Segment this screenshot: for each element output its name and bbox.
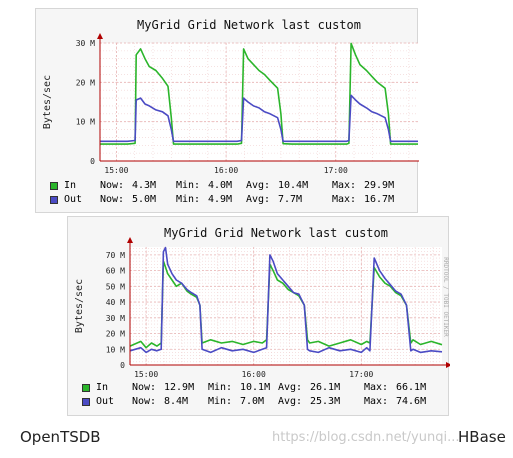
hbase-network-chart: MyGrid Grid Network last custom Bytes/sec… — [67, 216, 450, 416]
chart-title: MyGrid Grid Network last custom — [137, 18, 361, 32]
y-tick-label: 20 M — [76, 78, 95, 87]
x-tick-label: 17:00 — [324, 166, 348, 175]
legend-in-min: 10.1M — [240, 382, 271, 393]
legend-in-now: 4.3M — [132, 180, 157, 191]
legend-in-label: In — [64, 180, 77, 191]
legend-row-in: In Now: 4.3M Min: 4.0M Avg: 10.4M Max: 29.9M — [48, 179, 416, 193]
y-axis-arrow — [127, 237, 133, 243]
y-tick-label: 10 M — [76, 118, 95, 127]
legend-row-in: In Now: 12.9M Min: 10.1M Avg: 26.1M Max: 66.1M — [80, 381, 448, 395]
y-tick-label: 0 — [90, 157, 95, 166]
legend-out-min-label: Min: — [176, 194, 201, 205]
series-line-in — [100, 42, 418, 145]
y-tick-label: 0 — [120, 361, 125, 370]
x-axis-arrow — [446, 362, 450, 368]
y-tick-label: 30 M — [76, 39, 95, 48]
legend-row-out: Out Now: 5.0M Min: 4.9M Avg: 7.7M Max: 16.7M — [48, 193, 416, 207]
x-tick-label: 16:00 — [242, 370, 266, 379]
series-line-in — [129, 260, 443, 349]
legend-in-max: 29.9M — [364, 180, 395, 191]
legend-out-now: 5.0M — [132, 194, 157, 205]
hbase-caption: HBase — [458, 428, 506, 446]
legend-out-min: 4.9M — [208, 194, 233, 205]
legend-swatch-out — [50, 196, 58, 204]
legend-out-label: Out — [96, 396, 115, 407]
y-axis-label: Bytes/sec — [74, 279, 85, 333]
legend-out-min-label: Min: — [208, 396, 233, 407]
legend-out-avg: 7.7M — [278, 194, 303, 205]
legend-out-max: 16.7M — [364, 194, 395, 205]
legend-row-out: Out Now: 8.4M Min: 7.0M Avg: 25.3M Max: 74.6M — [80, 395, 448, 409]
y-tick-label: 20 M — [106, 330, 125, 339]
plot-area — [130, 247, 442, 365]
legend-swatch-out — [82, 398, 90, 406]
legend-out-avg-label: Avg: — [246, 194, 271, 205]
x-tick-label: 17:00 — [349, 370, 373, 379]
y-tick-label: 60 M — [106, 267, 125, 276]
legend-out-avg: 25.3M — [310, 396, 341, 407]
opentsdb-chart-svg: MyGrid Grid Network last custom Bytes/sec… — [42, 18, 419, 175]
rrdtool-credit-text: RRDTOOL / TOBI OETIKER — [442, 257, 449, 337]
y-tick-label: 40 M — [106, 298, 125, 307]
series-line-out — [129, 246, 443, 354]
legend-in-min: 4.0M — [208, 180, 233, 191]
watermark-text: https://blog.csdn.net/yunqi... — [272, 430, 460, 445]
legend-out-max-label: Max: — [364, 396, 389, 407]
legend-out-now: 8.4M — [164, 396, 189, 407]
legend-in-min-label: Min: — [176, 180, 201, 191]
legend-in-now: 12.9M — [164, 382, 195, 393]
legend-in-max-label: Max: — [364, 382, 389, 393]
legend-out-avg-label: Avg: — [278, 396, 303, 407]
legend-out-min: 7.0M — [240, 396, 265, 407]
y-axis-arrow — [97, 33, 103, 39]
x-tick-label: 16:00 — [214, 166, 238, 175]
legend-out-now-label: Now: — [100, 194, 125, 205]
legend-in-avg: 26.1M — [310, 382, 341, 393]
legend-in-label: In — [96, 382, 109, 393]
x-tick-label: 15:00 — [134, 370, 158, 379]
y-tick-label: 70 M — [106, 251, 125, 260]
y-axis-label: Bytes/sec — [42, 75, 53, 129]
legend-in-min-label: Min: — [208, 382, 233, 393]
legend-swatch-in — [50, 182, 58, 190]
opentsdb-network-chart: MyGrid Grid Network last custom Bytes/sec… — [35, 8, 419, 213]
legend-out-now-label: Now: — [132, 396, 157, 407]
x-tick-label: 15:00 — [104, 166, 128, 175]
legend-out-label: Out — [64, 194, 83, 205]
plot-area — [100, 43, 418, 161]
legend-out-max-label: Max: — [332, 194, 357, 205]
legend-in-now-label: Now: — [100, 180, 125, 191]
hbase-chart-svg: MyGrid Grid Network last custom Bytes/sec… — [74, 226, 450, 379]
legend-in-avg-label: Avg: — [246, 180, 271, 191]
legend-in-avg: 10.4M — [278, 180, 309, 191]
legend-swatch-in — [82, 384, 90, 392]
chart-title: MyGrid Grid Network last custom — [164, 226, 388, 240]
legend-in-max-label: Max: — [332, 180, 357, 191]
series-line-out — [100, 94, 418, 143]
legend-out-max: 74.6M — [396, 396, 427, 407]
opentsdb-caption: OpenTSDB — [20, 428, 101, 446]
legend-in-max: 66.1M — [396, 382, 427, 393]
legend-in-now-label: Now: — [132, 382, 157, 393]
y-tick-label: 50 M — [106, 282, 125, 291]
y-tick-label: 10 M — [106, 345, 125, 354]
legend-in-avg-label: Avg: — [278, 382, 303, 393]
y-tick-label: 30 M — [106, 314, 125, 323]
